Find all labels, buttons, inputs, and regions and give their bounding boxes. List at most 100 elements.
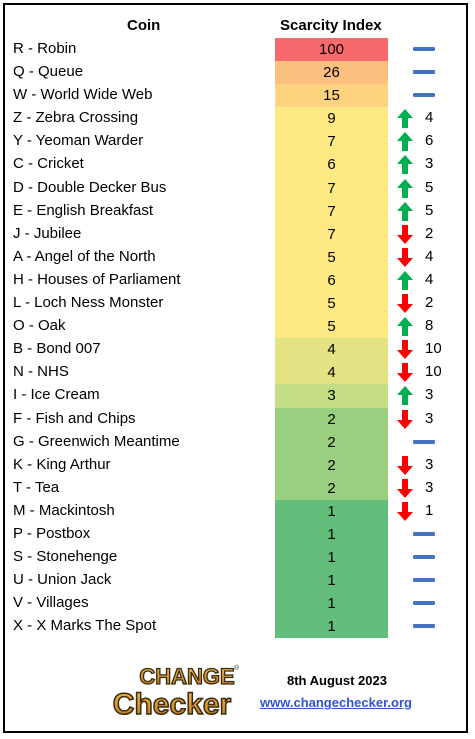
table-row: H - Houses of Parliament 6 4 [5, 268, 466, 293]
trend-down-icon: 3 [393, 454, 463, 477]
no-change-icon [393, 592, 463, 615]
coin-name: A - Angel of the North [13, 247, 156, 265]
scarcity-score: 2 [275, 476, 388, 500]
no-change-dash-icon [413, 47, 435, 51]
scarcity-score: 7 [275, 199, 388, 223]
coin-name: B - Bond 007 [13, 340, 101, 358]
scarcity-table-frame: Coin Scarcity Index R - Robin 100 Q - Queu… [3, 3, 468, 733]
scarcity-score: 1 [275, 592, 388, 616]
rank-change-value: 8 [425, 317, 434, 335]
scarcity-score: 15 [275, 84, 388, 108]
scarcity-score: 2 [275, 430, 388, 454]
trend-down-icon: 2 [393, 223, 463, 246]
coin-name: X - X Marks The Spot [13, 617, 157, 635]
scarcity-score: 1 [275, 499, 388, 523]
table-row: P - Postbox 1 [5, 522, 466, 547]
scarcity-score: 4 [275, 361, 388, 385]
rank-change-value: 5 [425, 201, 434, 219]
coin-name: W - World Wide Web [13, 86, 153, 104]
coin-name: T - Tea [13, 478, 60, 496]
trend-down-icon: 3 [393, 477, 463, 500]
no-change-icon [393, 523, 463, 546]
scarcity-score: 4 [275, 338, 388, 362]
scarcity-score: 1 [275, 569, 388, 593]
coin-name: J - Jubilee [13, 224, 82, 242]
coin-name: L - Loch Ness Monster [13, 294, 164, 312]
table-row: M - Mackintosh 1 1 [5, 499, 466, 523]
table-row: K - King Arthur 2 3 [5, 453, 466, 477]
no-change-icon [393, 61, 463, 84]
table-row: B - Bond 007 4 10 [5, 338, 466, 362]
no-change-dash-icon [413, 555, 435, 560]
coin-list: R - Robin 100 Q - Queue 26 W - World Wide We… [5, 38, 466, 639]
trend-up-icon: 8 [393, 315, 463, 338]
no-change-icon [393, 546, 463, 569]
rank-change-value: 4 [425, 270, 434, 288]
rank-change-value: 6 [425, 132, 434, 150]
table-row: L - Loch Ness Monster 5 2 [5, 292, 466, 316]
trend-down-icon: 10 [393, 361, 463, 384]
scarcity-score: 6 [275, 153, 388, 177]
scarcity-score: 7 [275, 222, 388, 246]
coin-name: F - Fish and Chips [13, 409, 136, 427]
scarcity-score: 1 [275, 522, 388, 547]
logo-registered-mark: ® [234, 664, 240, 672]
rank-change-value: 1 [425, 501, 434, 519]
rank-change-value: 3 [425, 386, 434, 404]
no-change-icon [393, 431, 463, 454]
table-row: C - Cricket 6 3 [5, 153, 466, 177]
table-row: T - Tea 2 3 [5, 476, 466, 500]
trend-down-icon: 10 [393, 338, 463, 361]
table-row: U - Union Jack 1 [5, 569, 466, 593]
table-row: A - Angel of the North 5 4 [5, 245, 466, 269]
scarcity-score: 7 [275, 176, 388, 200]
table-row: D - Double Decker Bus 7 5 [5, 176, 466, 200]
coin-name: M - Mackintosh [13, 501, 115, 519]
scarcity-score: 2 [275, 407, 388, 431]
no-change-dash-icon [413, 93, 435, 98]
coin-name: D - Double Decker Bus [13, 178, 167, 196]
scarcity-score: 1 [275, 615, 388, 639]
scarcity-score: 2 [275, 453, 388, 477]
table-row: W - World Wide Web 15 [5, 84, 466, 108]
table-row: S - Stonehenge 1 [5, 546, 466, 570]
website-link[interactable]: www.changechecker.org [260, 695, 412, 710]
scarcity-score: 5 [275, 292, 388, 316]
scarcity-score: 9 [275, 107, 388, 131]
logo-text-checker: Checker [113, 688, 232, 720]
trend-up-icon: 3 [393, 153, 463, 176]
rank-change-value: 3 [425, 478, 434, 496]
table-row: E - English Breakfast 7 5 [5, 199, 466, 223]
rank-change-value: 5 [425, 178, 434, 196]
coin-name: N - NHS [13, 363, 69, 381]
coin-name: U - Union Jack [13, 571, 112, 589]
trend-down-icon: 3 [393, 408, 463, 431]
table-row: R - Robin 100 [5, 38, 466, 62]
coin-name: S - Stonehenge [13, 548, 118, 566]
table-row: V - Villages 1 [5, 592, 466, 616]
trend-up-icon: 5 [393, 200, 463, 223]
no-change-icon [393, 38, 463, 61]
rank-change-value: 2 [425, 224, 434, 242]
scarcity-score: 1 [275, 546, 388, 570]
rank-change-value: 4 [425, 247, 434, 265]
table-row: N - NHS 4 10 [5, 361, 466, 385]
column-header-coin: Coin [127, 17, 161, 34]
table-row: J - Jubilee 7 2 [5, 222, 466, 246]
scarcity-score: 5 [275, 245, 388, 269]
rank-change-value: 3 [425, 155, 434, 173]
trend-down-icon: 2 [393, 292, 463, 315]
logo-text-change: CHANGE [139, 664, 234, 689]
scarcity-score: 3 [275, 384, 388, 408]
trend-up-icon: 5 [393, 177, 463, 200]
rank-change-value: 3 [425, 455, 434, 473]
coin-name: V - Villages [13, 594, 89, 612]
coin-name: Y - Yeoman Warder [13, 132, 144, 150]
scarcity-score: 5 [275, 315, 388, 339]
table-row: F - Fish and Chips 2 3 [5, 407, 466, 431]
table-header: Coin Scarcity Index [5, 13, 466, 35]
no-change-dash-icon [413, 578, 435, 583]
trend-up-icon: 4 [393, 269, 463, 292]
scarcity-score: 100 [275, 38, 388, 62]
no-change-dash-icon [413, 439, 435, 444]
